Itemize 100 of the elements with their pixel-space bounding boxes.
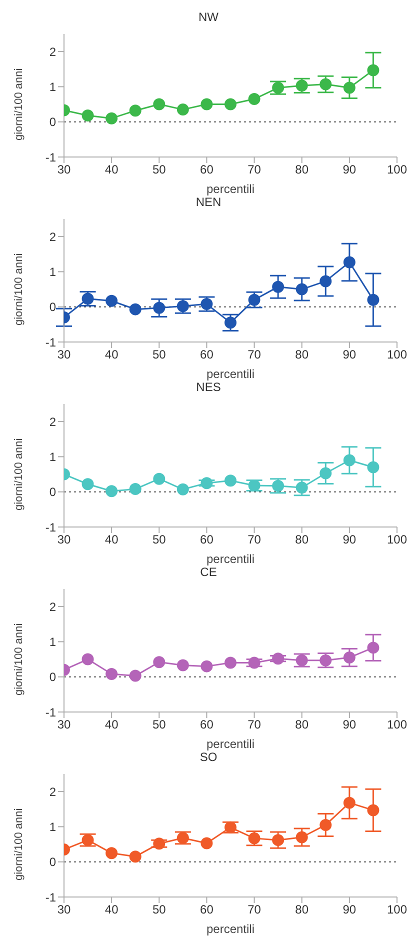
point <box>272 652 284 665</box>
x-tick-label: 80 <box>295 532 309 547</box>
y-axis-title: giorni/100 anni <box>12 253 25 326</box>
y-tick-label: 0 <box>49 115 56 130</box>
x-tick-label: 70 <box>248 718 262 732</box>
x-axis-title: percentili <box>206 922 255 936</box>
y-axis-title: giorni/100 anni <box>12 68 25 140</box>
y-tick-label: 0 <box>49 485 56 500</box>
point <box>82 653 94 666</box>
point <box>320 275 332 288</box>
y-tick-label: -1 <box>45 335 56 350</box>
y-tick-label: 2 <box>49 784 56 799</box>
chart-title: NES <box>195 380 221 396</box>
point <box>248 832 260 844</box>
point <box>106 668 118 680</box>
point <box>272 280 284 293</box>
x-tick-label: 100 <box>386 718 408 732</box>
x-tick-label: 30 <box>57 348 71 362</box>
point <box>176 300 189 312</box>
x-tick-label: 70 <box>248 532 262 547</box>
y-tick-label: 1 <box>49 450 56 464</box>
chart-title: NEN <box>194 195 222 211</box>
x-tick-label: 60 <box>200 718 214 732</box>
point <box>200 837 213 850</box>
point <box>343 652 356 664</box>
y-tick-label: -1 <box>45 150 56 164</box>
point <box>367 64 380 76</box>
point <box>129 303 142 316</box>
x-tick-label: 50 <box>152 348 166 362</box>
point <box>224 474 236 487</box>
x-tick-label: 40 <box>104 532 119 547</box>
x-tick-label: 50 <box>152 902 166 917</box>
point <box>320 818 332 831</box>
point <box>129 483 142 496</box>
y-axis-title: giorni/100 anni <box>12 808 25 880</box>
y-axis-title: giorni/100 anni <box>12 623 25 696</box>
point <box>224 98 236 110</box>
point <box>320 467 332 480</box>
point <box>296 80 308 92</box>
x-tick-label: 80 <box>295 348 309 362</box>
x-tick-label: 30 <box>57 902 71 917</box>
y-tick-label: 0 <box>49 300 56 314</box>
point <box>224 316 236 329</box>
x-tick-label: 90 <box>342 902 356 917</box>
x-tick-label: 60 <box>200 902 214 917</box>
x-tick-label: 70 <box>248 162 262 177</box>
y-tick-label: 0 <box>49 855 56 870</box>
point <box>82 292 94 305</box>
x-tick-label: 60 <box>200 348 214 362</box>
point <box>248 93 260 106</box>
y-tick-label: -1 <box>45 520 56 534</box>
point <box>248 294 260 306</box>
point <box>320 654 332 666</box>
x-tick-label: 50 <box>152 532 166 547</box>
point <box>343 82 356 94</box>
point <box>106 485 118 498</box>
y-axis-title: giorni/100 anni <box>12 438 25 510</box>
point <box>320 78 332 90</box>
point <box>129 670 142 682</box>
point <box>153 302 166 314</box>
point <box>248 656 260 669</box>
y-tick-label: 1 <box>49 80 56 94</box>
point <box>176 832 189 844</box>
x-axis-title: percentili <box>206 552 255 566</box>
x-axis-title: percentili <box>206 737 255 751</box>
x-tick-label: 100 <box>386 902 408 917</box>
point <box>272 82 284 94</box>
x-tick-label: 90 <box>342 718 356 732</box>
point <box>296 831 308 844</box>
x-tick-label: 90 <box>342 348 356 362</box>
point <box>153 472 166 485</box>
x-tick-label: 90 <box>342 162 356 177</box>
point <box>153 838 166 850</box>
point <box>176 659 189 672</box>
point <box>82 110 94 122</box>
x-tick-label: 30 <box>57 162 71 177</box>
point <box>106 294 118 307</box>
x-tick-label: 70 <box>248 348 262 362</box>
x-tick-label: 60 <box>200 532 214 547</box>
point <box>343 454 356 466</box>
point <box>272 834 284 846</box>
point <box>106 112 118 124</box>
point <box>200 660 213 672</box>
x-tick-label: 100 <box>386 162 408 177</box>
point <box>367 804 380 816</box>
point <box>200 477 213 490</box>
x-tick-label: 80 <box>295 902 309 917</box>
y-tick-label: -1 <box>45 890 56 904</box>
point <box>82 834 94 846</box>
point <box>343 256 356 268</box>
y-tick-label: 2 <box>49 44 56 59</box>
point <box>176 104 189 116</box>
x-tick-label: 70 <box>248 902 262 917</box>
x-tick-label: 30 <box>57 532 71 547</box>
point <box>272 480 284 492</box>
x-tick-label: 40 <box>104 718 119 732</box>
point <box>82 478 94 490</box>
point <box>106 847 118 860</box>
x-tick-label: 40 <box>104 902 119 917</box>
point <box>224 821 236 834</box>
